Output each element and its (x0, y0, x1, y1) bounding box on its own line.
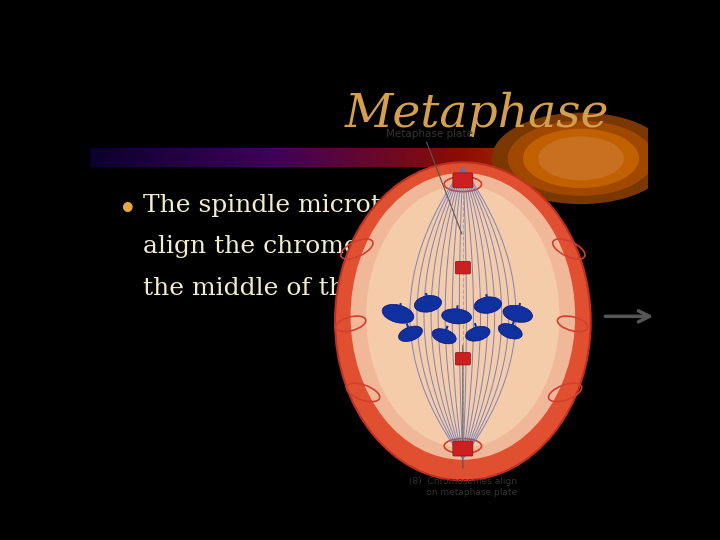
FancyBboxPatch shape (455, 261, 470, 274)
Ellipse shape (466, 326, 490, 341)
Ellipse shape (474, 297, 501, 313)
Ellipse shape (498, 323, 522, 339)
Ellipse shape (523, 129, 639, 188)
Ellipse shape (382, 305, 414, 323)
FancyBboxPatch shape (453, 441, 473, 456)
Ellipse shape (335, 163, 590, 480)
FancyBboxPatch shape (453, 173, 473, 188)
Text: Metaphase plate: Metaphase plate (385, 129, 472, 139)
Ellipse shape (432, 329, 456, 344)
Ellipse shape (441, 309, 472, 324)
Ellipse shape (351, 173, 575, 460)
Ellipse shape (492, 113, 670, 204)
Text: the middle of the spindle.: the middle of the spindle. (143, 277, 467, 300)
Ellipse shape (508, 121, 654, 196)
Text: (8)  Chromosomes align
      on metaphase plate: (8) Chromosomes align on metaphase plate (409, 477, 517, 497)
Ellipse shape (399, 326, 423, 341)
Text: Metaphase: Metaphase (344, 92, 609, 137)
Text: •: • (118, 194, 138, 227)
Ellipse shape (414, 295, 441, 312)
Text: The spindle microtubules: The spindle microtubules (143, 194, 464, 217)
Ellipse shape (538, 137, 624, 180)
Ellipse shape (366, 185, 559, 447)
Text: align the chromosomes in: align the chromosomes in (143, 235, 470, 258)
Ellipse shape (503, 305, 533, 322)
FancyBboxPatch shape (455, 353, 470, 365)
